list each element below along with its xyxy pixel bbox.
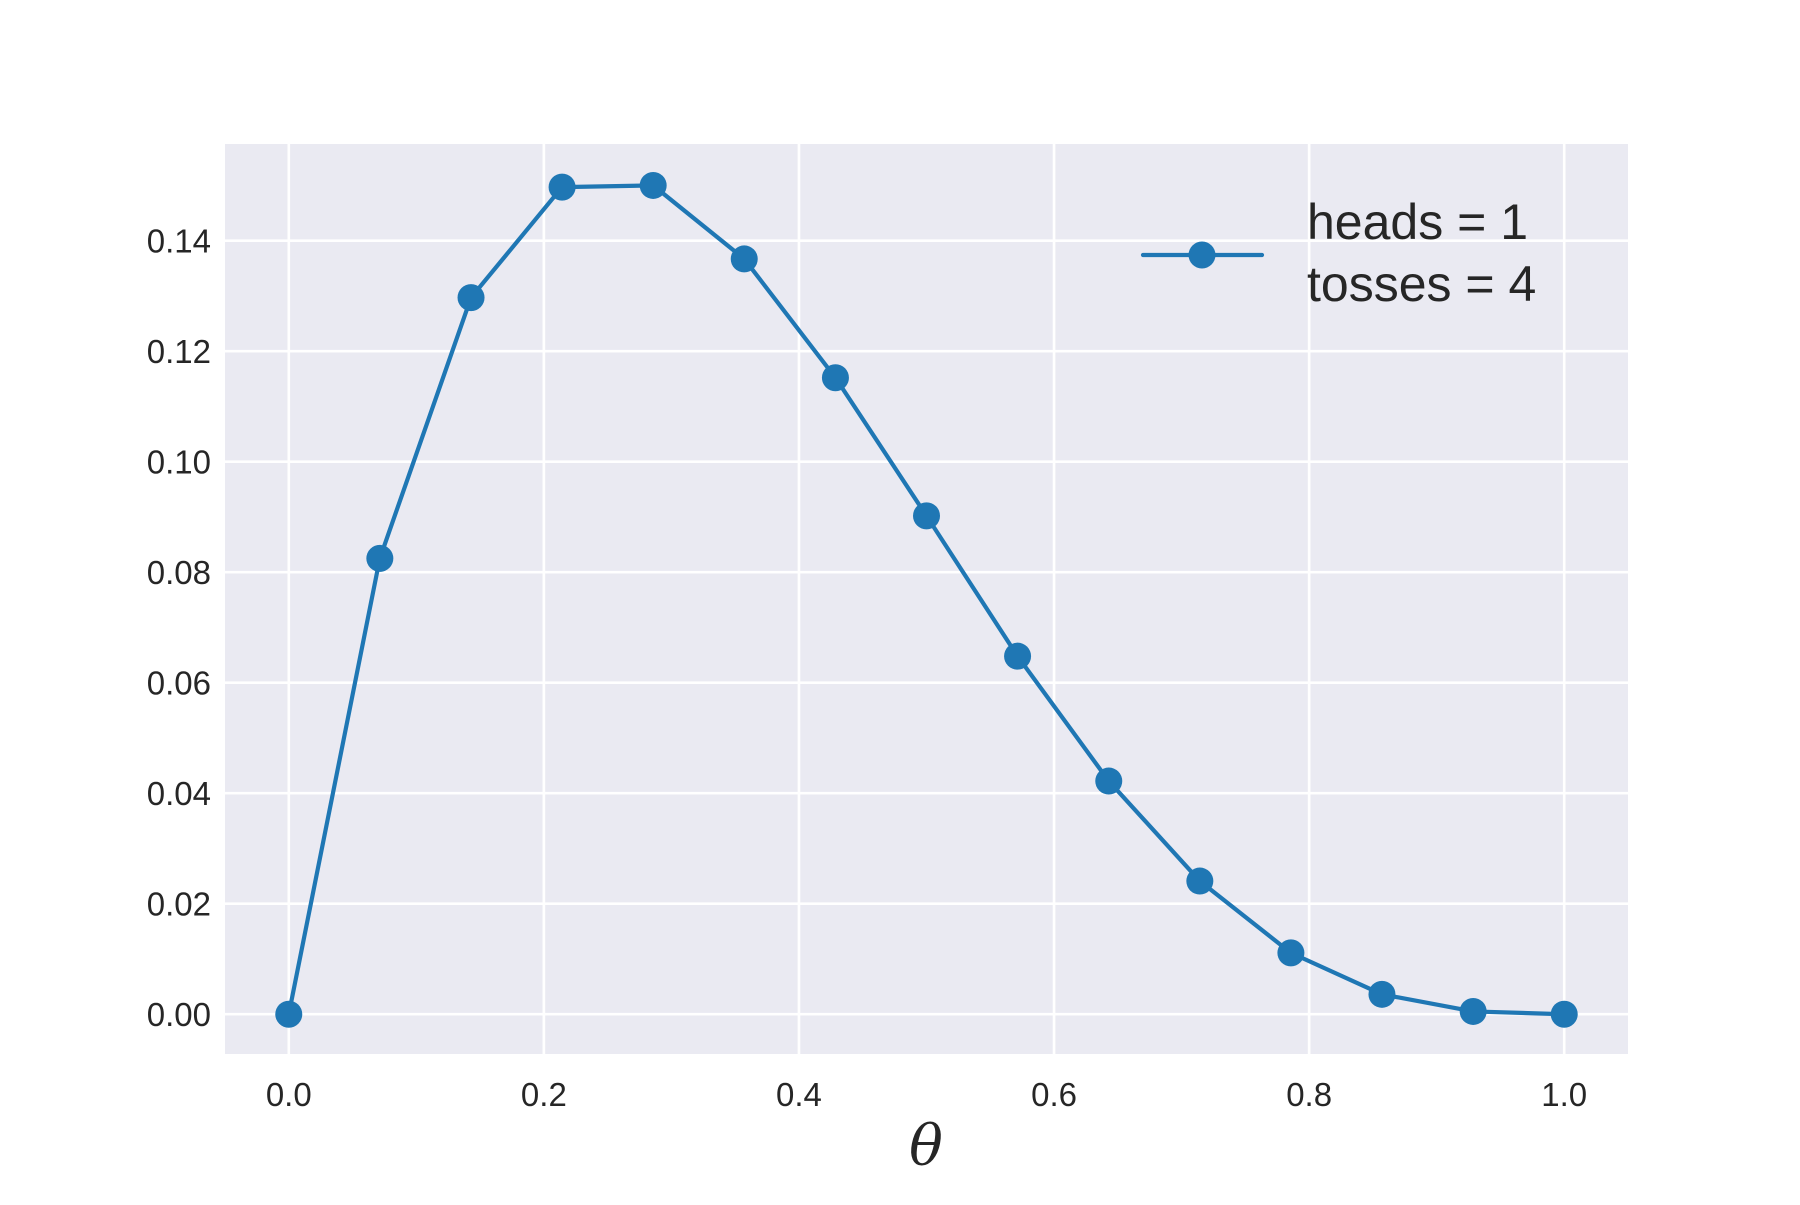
x-tick-label: 0.6 xyxy=(1031,1076,1077,1113)
data-point xyxy=(1550,1000,1578,1028)
legend-marker xyxy=(1188,241,1216,269)
data-point xyxy=(457,284,485,312)
y-tick-label: 0.02 xyxy=(147,886,211,923)
data-point xyxy=(821,364,849,392)
series-layer xyxy=(275,171,1578,1028)
y-tick-label: 0.14 xyxy=(147,223,211,260)
data-point xyxy=(639,171,667,199)
data-point xyxy=(730,245,758,273)
x-axis-label: θ xyxy=(909,1114,943,1179)
x-tick-label: 0.2 xyxy=(521,1076,567,1113)
x-tick-label: 0.0 xyxy=(266,1076,312,1113)
tick-labels: 0.0 0.2 0.4 0.6 0.8 1.0 0.00 0.02 0.04 0.06 0.08 0.… xyxy=(147,223,1587,1113)
data-point xyxy=(1368,980,1396,1008)
y-tick-label: 0.12 xyxy=(147,333,211,370)
y-tick-label: 0.08 xyxy=(147,554,211,591)
data-point xyxy=(366,544,394,572)
data-point xyxy=(1186,867,1214,895)
y-tick-label: 0.04 xyxy=(147,775,211,812)
y-tick-label: 0.10 xyxy=(147,444,211,481)
data-point xyxy=(275,1000,303,1028)
data-point xyxy=(913,502,940,530)
data-point xyxy=(548,173,576,201)
data-point xyxy=(1095,767,1123,795)
legend-label: tosses = 4 xyxy=(1307,256,1536,312)
grid-lines xyxy=(225,144,1628,1054)
legend: heads = 1 tosses = 4 xyxy=(1140,194,1536,312)
x-tick-label: 0.8 xyxy=(1286,1076,1332,1113)
y-tick-label: 0.06 xyxy=(147,665,211,702)
data-point xyxy=(1277,939,1305,967)
y-tick-label: 0.00 xyxy=(147,996,211,1033)
x-tick-label: 0.4 xyxy=(776,1076,822,1113)
data-point xyxy=(1459,997,1487,1025)
legend-label: heads = 1 xyxy=(1307,194,1528,250)
data-point xyxy=(1004,642,1032,670)
x-tick-label: 1.0 xyxy=(1541,1076,1587,1113)
